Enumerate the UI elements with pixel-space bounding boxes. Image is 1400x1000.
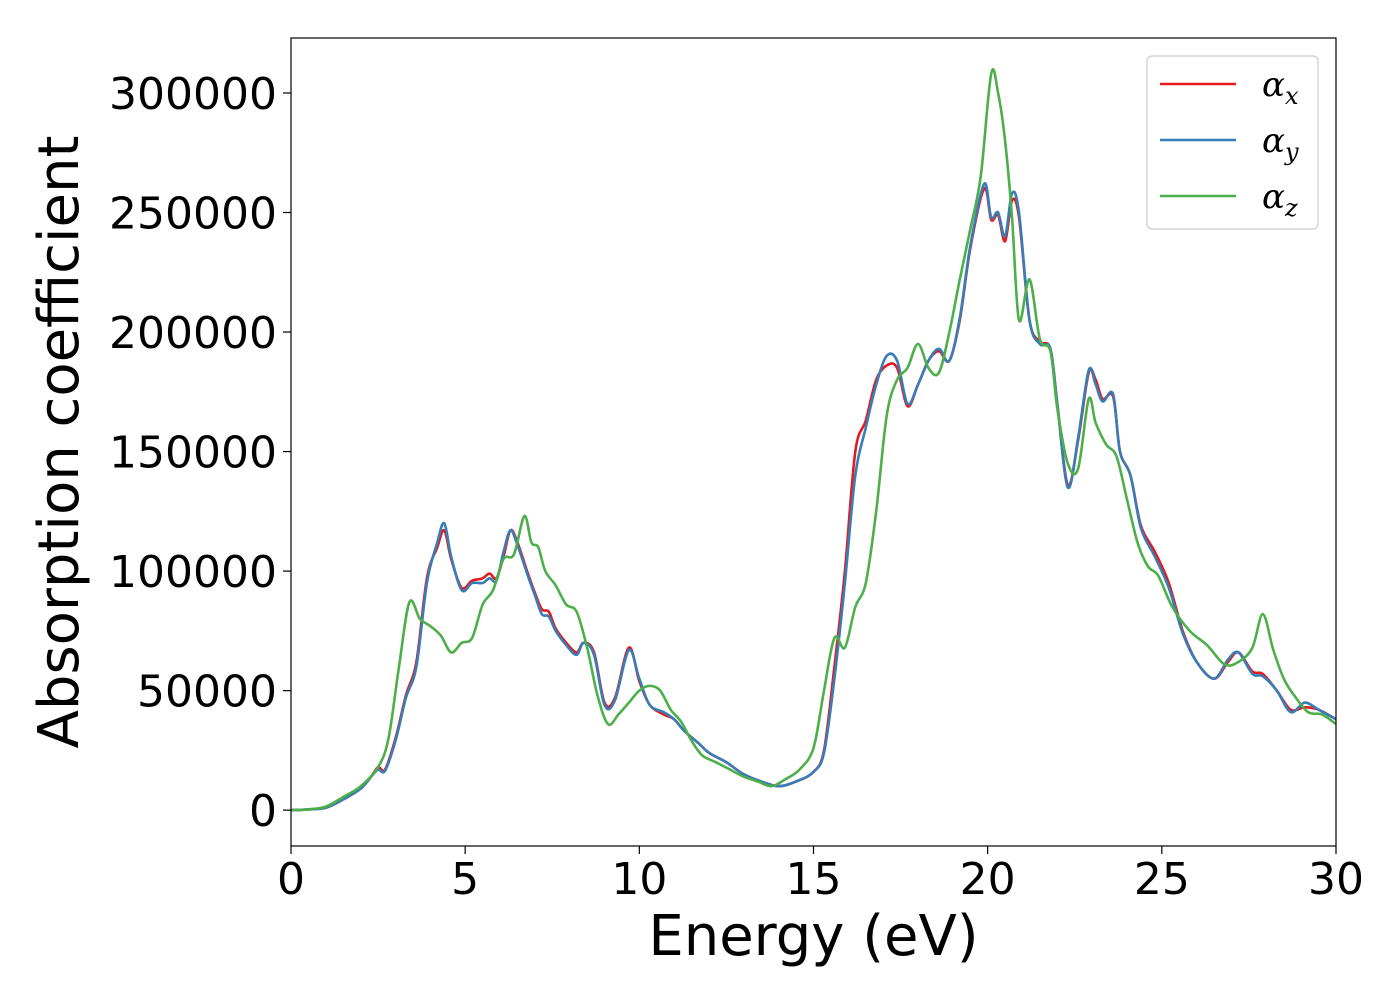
- x-tick-label: 20: [960, 854, 1016, 905]
- x-tick-label: 15: [786, 854, 842, 905]
- x-tick-label: 30: [1308, 854, 1364, 905]
- x-axis-ticks: 0 5 10 15 20 25 30: [277, 846, 1364, 905]
- y-tick-label: 150000: [109, 428, 277, 479]
- x-tick-label: 0: [277, 854, 305, 905]
- y-axis-title: Absorption coefficient: [27, 136, 92, 749]
- series-line-y: [291, 182, 1336, 812]
- x-axis-title: Energy (eV): [648, 904, 978, 969]
- y-axis-ticks: 0 50000 100000 150000 200000 250000 300000: [109, 69, 291, 837]
- y-tick-label: 100000: [109, 547, 277, 598]
- x-tick-label: 5: [451, 854, 479, 905]
- y-tick-label: 50000: [137, 667, 277, 718]
- series-layer: [291, 68, 1336, 812]
- x-tick-label: 25: [1134, 854, 1190, 905]
- y-tick-label: 200000: [109, 308, 277, 359]
- legend-box: [1146, 55, 1319, 230]
- y-tick-label: 300000: [109, 69, 277, 120]
- y-tick-label: 0: [249, 786, 277, 837]
- legend-label-z: αz: [1262, 177, 1298, 222]
- y-tick-label: 250000: [109, 189, 277, 240]
- series-line-x: [291, 187, 1336, 812]
- series-line-z: [291, 68, 1336, 812]
- x-tick-label: 10: [611, 854, 667, 905]
